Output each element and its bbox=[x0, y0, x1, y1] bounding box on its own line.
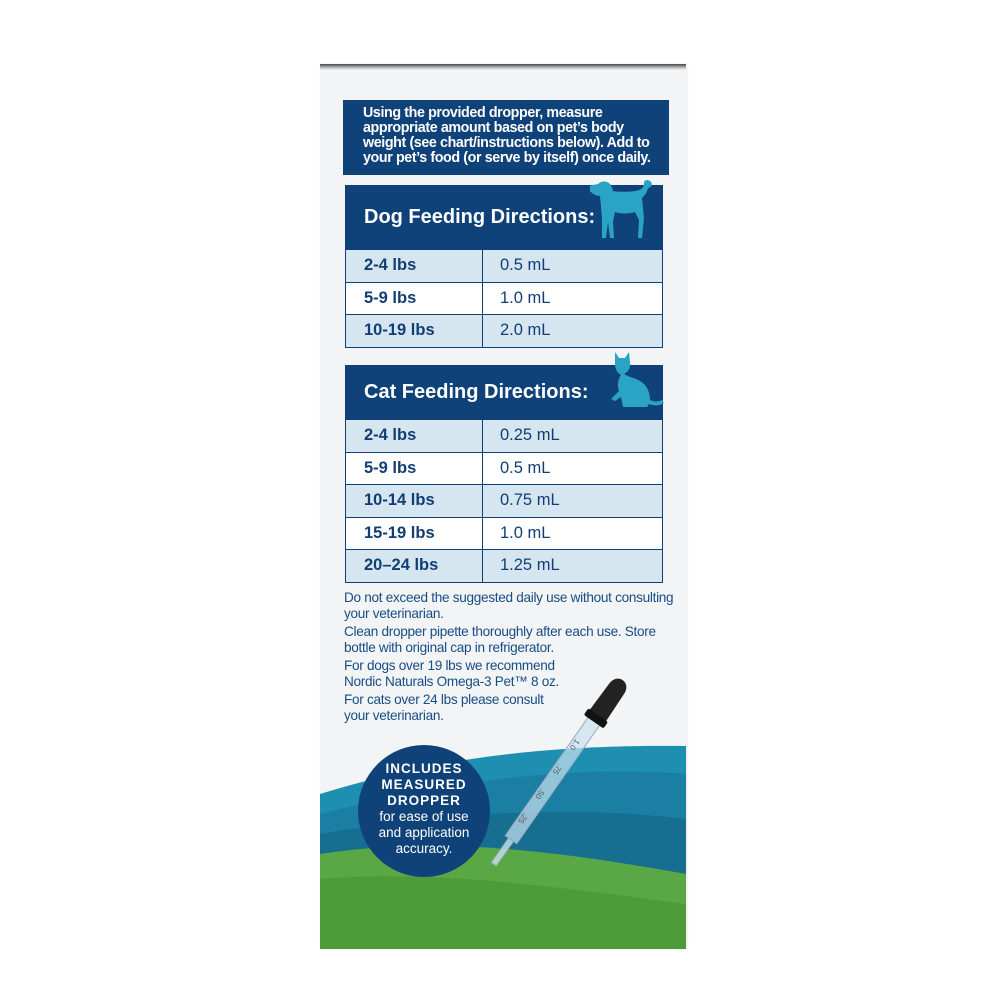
weight-range: 10-19 lbs bbox=[346, 315, 483, 347]
dose-amount: 2.0 mL bbox=[500, 321, 551, 340]
dose-amount: 0.5 mL bbox=[500, 458, 551, 477]
note-dose-warning: Do not exceed the suggested daily use wi… bbox=[344, 590, 674, 621]
badge-line-3: DROPPER bbox=[387, 793, 461, 808]
dose-amount: 0.25 mL bbox=[500, 426, 560, 445]
badge-subtext: for ease of use and application accuracy… bbox=[378, 809, 470, 856]
weight-range: 20–24 lbs bbox=[346, 550, 483, 582]
note-large-cats: For cats over 24 lbs please consult your… bbox=[344, 692, 544, 723]
cat-table-header: Cat Feeding Directions: bbox=[346, 366, 662, 419]
weight-range: 5-9 lbs bbox=[346, 282, 483, 314]
product-box-side: Using the provided dropper, measure appr… bbox=[320, 64, 686, 949]
cat-table-row: 5-9 lbs 0.5 mL bbox=[346, 451, 662, 484]
dose-amount: 1.0 mL bbox=[500, 288, 551, 307]
dose-amount: 1.25 mL bbox=[500, 556, 560, 575]
dose-amount: 0.5 mL bbox=[500, 256, 551, 275]
usage-notes: Do not exceed the suggested daily use wi… bbox=[344, 590, 679, 726]
cat-table-row: 20–24 lbs 1.25 mL bbox=[346, 549, 662, 582]
note-cleaning: Clean dropper pipette thoroughly after e… bbox=[344, 624, 656, 655]
weight-range: 5-9 lbs bbox=[346, 452, 483, 484]
weight-range: 2-4 lbs bbox=[346, 250, 483, 282]
badge-line-2: MEASURED bbox=[381, 777, 467, 792]
cat-feeding-table: Cat Feeding Directions: 2-4 lbs 0.25 mL 5-… bbox=[345, 365, 663, 583]
dog-table-row: 2-4 lbs 0.5 mL bbox=[346, 249, 662, 282]
weight-range: 2-4 lbs bbox=[346, 420, 483, 452]
dog-icon bbox=[590, 179, 652, 238]
dog-table-row: 10-19 lbs 2.0 mL bbox=[346, 314, 662, 347]
cat-table-row: 15-19 lbs 1.0 mL bbox=[346, 516, 662, 549]
dog-table-row: 5-9 lbs 1.0 mL bbox=[346, 281, 662, 314]
dose-amount: 0.75 mL bbox=[500, 491, 560, 510]
note-large-dogs: For dogs over 19 lbs we recommend Nordic… bbox=[344, 658, 559, 689]
weight-range: 15-19 lbs bbox=[346, 517, 483, 549]
dropper-image: 1.0 .75 .50 .25 bbox=[490, 678, 627, 867]
cat-icon bbox=[611, 352, 664, 407]
cat-table-row: 10-14 lbs 0.75 mL bbox=[346, 484, 662, 517]
dropper-badge: INCLUDES MEASURED DROPPER for ease of us… bbox=[358, 745, 490, 877]
dose-amount: 1.0 mL bbox=[500, 523, 551, 542]
cat-table-row: 2-4 lbs 0.25 mL bbox=[346, 419, 662, 452]
badge-line-1: INCLUDES bbox=[385, 761, 463, 776]
weight-range: 10-14 lbs bbox=[346, 485, 483, 517]
dog-feeding-table: Dog Feeding Directions: 2-4 lbs 0.5 mL 5-9… bbox=[345, 185, 663, 348]
box-top-shadow bbox=[320, 64, 686, 70]
usage-instructions: Using the provided dropper, measure appr… bbox=[343, 100, 669, 175]
